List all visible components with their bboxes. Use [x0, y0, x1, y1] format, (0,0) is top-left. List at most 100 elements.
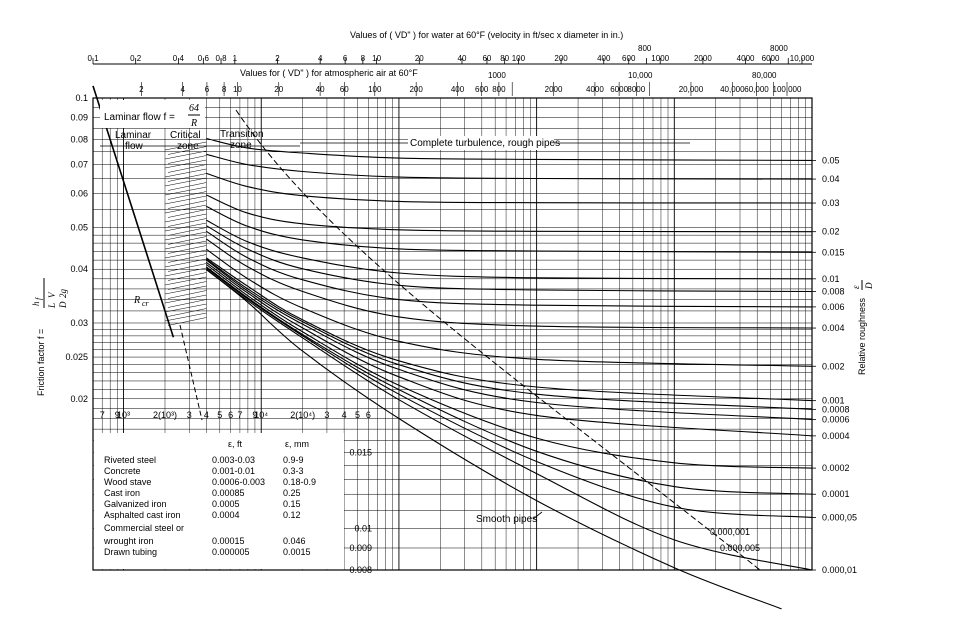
table-cell-mm: 0.0015 [283, 547, 311, 557]
hatch-line [164, 186, 207, 196]
y2-tick-label: 0.04 [822, 174, 840, 184]
air-axis-ticks: 2 4 6 8 10 20 40 60 100 200 400 600 800 2000 4000 6000 8… [139, 82, 802, 96]
y2-tick-label: 0.002 [822, 361, 845, 371]
hatch-line [167, 290, 207, 299]
svg-text:ε: ε [851, 285, 861, 289]
re-tick-label: 6 [366, 410, 371, 420]
roughness-000001-label: 0.000,001 [710, 527, 750, 537]
water-tick-label: 1 [233, 54, 238, 63]
air-tick-label: 100,000 [773, 85, 802, 94]
series-line [206, 172, 813, 204]
laminar-formula-R: R [190, 118, 197, 129]
series-line [206, 205, 813, 253]
y-tick-label: 0.009 [349, 543, 372, 553]
hatch-line [164, 213, 207, 223]
hatch-line [167, 200, 207, 209]
hatch-line [164, 312, 207, 322]
table-header-ft: ε, ft [228, 439, 243, 449]
series-line [206, 225, 813, 293]
re-tick-label: 4 [204, 410, 209, 420]
hatch-line [167, 164, 207, 173]
water-tick-label: 10 [372, 54, 381, 63]
y2-tick-label: 0.0004 [822, 431, 850, 441]
air-tick-label: 6 [205, 85, 210, 94]
table-cell-material: Drawn tubing [104, 547, 157, 557]
critical-zone-label-1: Critical [170, 130, 201, 141]
svg-text:2g: 2g [58, 289, 68, 299]
hatch-line [164, 249, 207, 259]
series-line [206, 230, 813, 308]
water-tick-label: 2 [275, 54, 280, 63]
air-tick-label: 60,000 [744, 85, 769, 94]
hatch-line [167, 182, 207, 191]
y2-tick-label: 0.0001 [822, 489, 850, 499]
table-cell-ft: 0.0005 [212, 499, 240, 509]
series-line [92, 85, 175, 338]
re-tick-label: 9 [115, 410, 120, 420]
series-line [206, 257, 813, 402]
series-line [206, 153, 813, 180]
hatch-line [164, 150, 207, 160]
smooth-pipes-label: Smooth pipes [476, 514, 537, 525]
hatch-line [167, 155, 207, 164]
svg-text:Friction factor f =: Friction factor f = [36, 329, 46, 396]
hatch-line [164, 222, 207, 232]
water-tick-label: 600 [622, 54, 636, 63]
air-tick-label: 40 [316, 85, 325, 94]
re-tick-label: 5 [217, 410, 222, 420]
hatch-line [167, 254, 207, 263]
y2-tick-label: 0.004 [822, 323, 845, 333]
air-tick-label: 20 [274, 85, 283, 94]
series-line [206, 268, 813, 571]
roughness-table-bg [94, 433, 344, 569]
hatch-line [164, 177, 207, 187]
y-tick-label: 0.025 [65, 352, 88, 362]
hatch-line [167, 317, 207, 326]
re-tick-label: 5 [355, 410, 360, 420]
y2-tick-label: 0.01 [822, 274, 840, 284]
y-tick-label: 0.008 [349, 565, 372, 575]
air-tick-10000: 10,000 [628, 71, 653, 80]
y2-tick-label: 0.000,05 [822, 512, 857, 522]
series-line [206, 261, 813, 437]
water-tick-label: 4000 [737, 54, 755, 63]
y2-axis-ticks: 0.05 0.04 0.03 0.02 0.015 0.01 0.008 0.006 0.004… [812, 155, 857, 575]
svg-text:h: h [31, 301, 41, 306]
re-tick-label: 10⁴ [254, 410, 268, 420]
hatch-line [167, 227, 207, 236]
re-tick-label: 9 [252, 410, 257, 420]
critical-zone-label-2: zone [177, 141, 199, 152]
y2-tick-label: 0.006 [822, 302, 845, 312]
hatch-line [167, 191, 207, 200]
table-cell-mm: 0.3-3 [283, 466, 304, 476]
water-tick-label: 6 [343, 54, 348, 63]
hatch-line [167, 263, 207, 272]
y-axis-ticks: 0.10.090.080.070.060.050.040.030.0250.02… [65, 93, 372, 575]
y2-tick-label: 0.001 [822, 396, 845, 406]
laminar-formula-64: 64 [189, 103, 199, 114]
y-tick-label: 0.08 [70, 135, 88, 145]
hatch-line [164, 303, 207, 313]
air-tick-label: 8 [222, 85, 227, 94]
re-tick-label: 4 [342, 410, 347, 420]
re-tick-label: 6 [228, 410, 233, 420]
re-tick-label: 3 [324, 410, 329, 420]
water-tick-label: 0.8 [215, 54, 227, 63]
air-tick-label: 8000 [627, 85, 645, 94]
air-tick-label: 800 [492, 85, 506, 94]
series-line [206, 264, 813, 469]
hatch-line [167, 146, 207, 155]
series-line [206, 194, 813, 233]
series-line [206, 258, 813, 410]
hatch-line [167, 173, 207, 182]
hatch-line [167, 236, 207, 245]
rcr-dashed-line [179, 324, 203, 421]
transition-zone-label-2: zone [230, 140, 252, 151]
series-line [206, 269, 782, 610]
table-cell-material: wrought iron [103, 536, 154, 546]
table-cell-mm: 0.18-0.9 [283, 477, 316, 487]
table-cell-mm: 0.12 [283, 510, 301, 520]
y-tick-label: 0.09 [70, 113, 88, 123]
water-tick-label: 200 [554, 54, 568, 63]
water-tick-label: 4 [318, 54, 323, 63]
